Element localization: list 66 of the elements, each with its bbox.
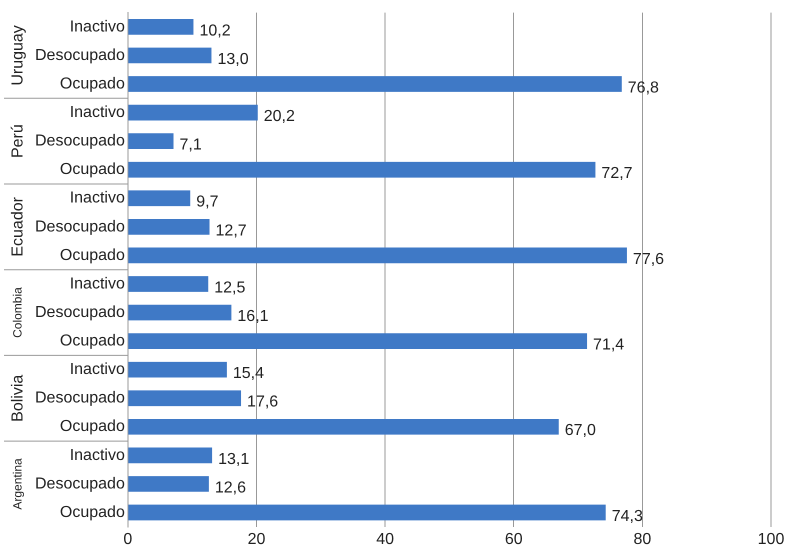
bar [128,276,208,292]
text: Colombia [10,286,24,338]
text: Argentina [10,458,24,510]
data-label: 77,6 [632,250,664,268]
text: Bolivia [9,374,26,422]
y-tick-label: Desocupado [35,132,125,150]
bar [128,76,622,92]
data-label: 76,8 [628,79,660,96]
data-label: 17,6 [247,394,278,411]
data-label: 16,1 [237,308,269,325]
bar [128,448,212,464]
y-tick-label: Ocupado [60,75,125,92]
y-tick-label: Desocupado [35,390,125,407]
text: Ecuador [9,196,26,257]
y-tick-label: Ocupado [60,246,125,264]
y-tick-label: Inactivo [70,361,125,378]
bar [128,476,209,492]
bar [128,418,559,435]
bar [128,48,212,64]
bar [128,104,258,120]
bar [128,162,596,178]
y-tick-label: Inactivo [70,275,125,292]
x-tick-label: 0 [123,530,132,548]
y-tick-label: Desocupado [35,475,125,492]
y-tick-label: Desocupado [35,46,125,64]
y-tick-label: Ocupado [60,332,125,350]
x-tick-label: 40 [376,530,394,548]
x-tick-label: 80 [633,530,652,548]
data-label: 13,0 [217,50,249,68]
bar [128,133,174,150]
y-tick-label: Desocupado [35,218,125,236]
bar [128,304,232,320]
bar [128,333,588,349]
x-tick-label: 60 [504,530,523,548]
bar [128,390,242,406]
text: Uruguay [9,25,26,86]
y-tick-label: Ocupado [60,161,125,178]
x-tick-label: 100 [758,530,784,548]
data-label: 20,2 [264,108,296,125]
y-tick-label: Ocupado [60,418,125,436]
data-label: 7,1 [180,136,202,154]
data-label: 15,4 [232,365,264,382]
data-label: 10,2 [199,22,231,40]
data-label: 72,7 [601,165,633,182]
bar [128,504,606,520]
data-label: 9,7 [196,194,219,211]
bar [128,190,190,206]
bar [128,248,627,264]
y-tick-label: Inactivo [70,18,125,36]
data-label: 12,6 [214,479,246,496]
y-tick-label: Desocupado [35,304,125,321]
data-label: 74,3 [612,508,643,525]
bar [128,218,210,235]
x-tick-label: 20 [248,530,266,548]
y-tick-label: Inactivo [70,104,125,121]
bar [128,19,194,35]
data-label: 71,4 [593,336,624,354]
data-label: 12,7 [216,222,247,240]
data-label: 67,0 [564,422,596,440]
y-tick-label: Inactivo [70,446,125,464]
y-tick-label: Inactivo [70,190,125,207]
data-label: 13,1 [218,450,250,468]
data-label: 12,5 [214,279,246,296]
bar [128,362,227,378]
y-tick-label: Ocupado [60,504,125,521]
text: Perú [9,124,26,158]
